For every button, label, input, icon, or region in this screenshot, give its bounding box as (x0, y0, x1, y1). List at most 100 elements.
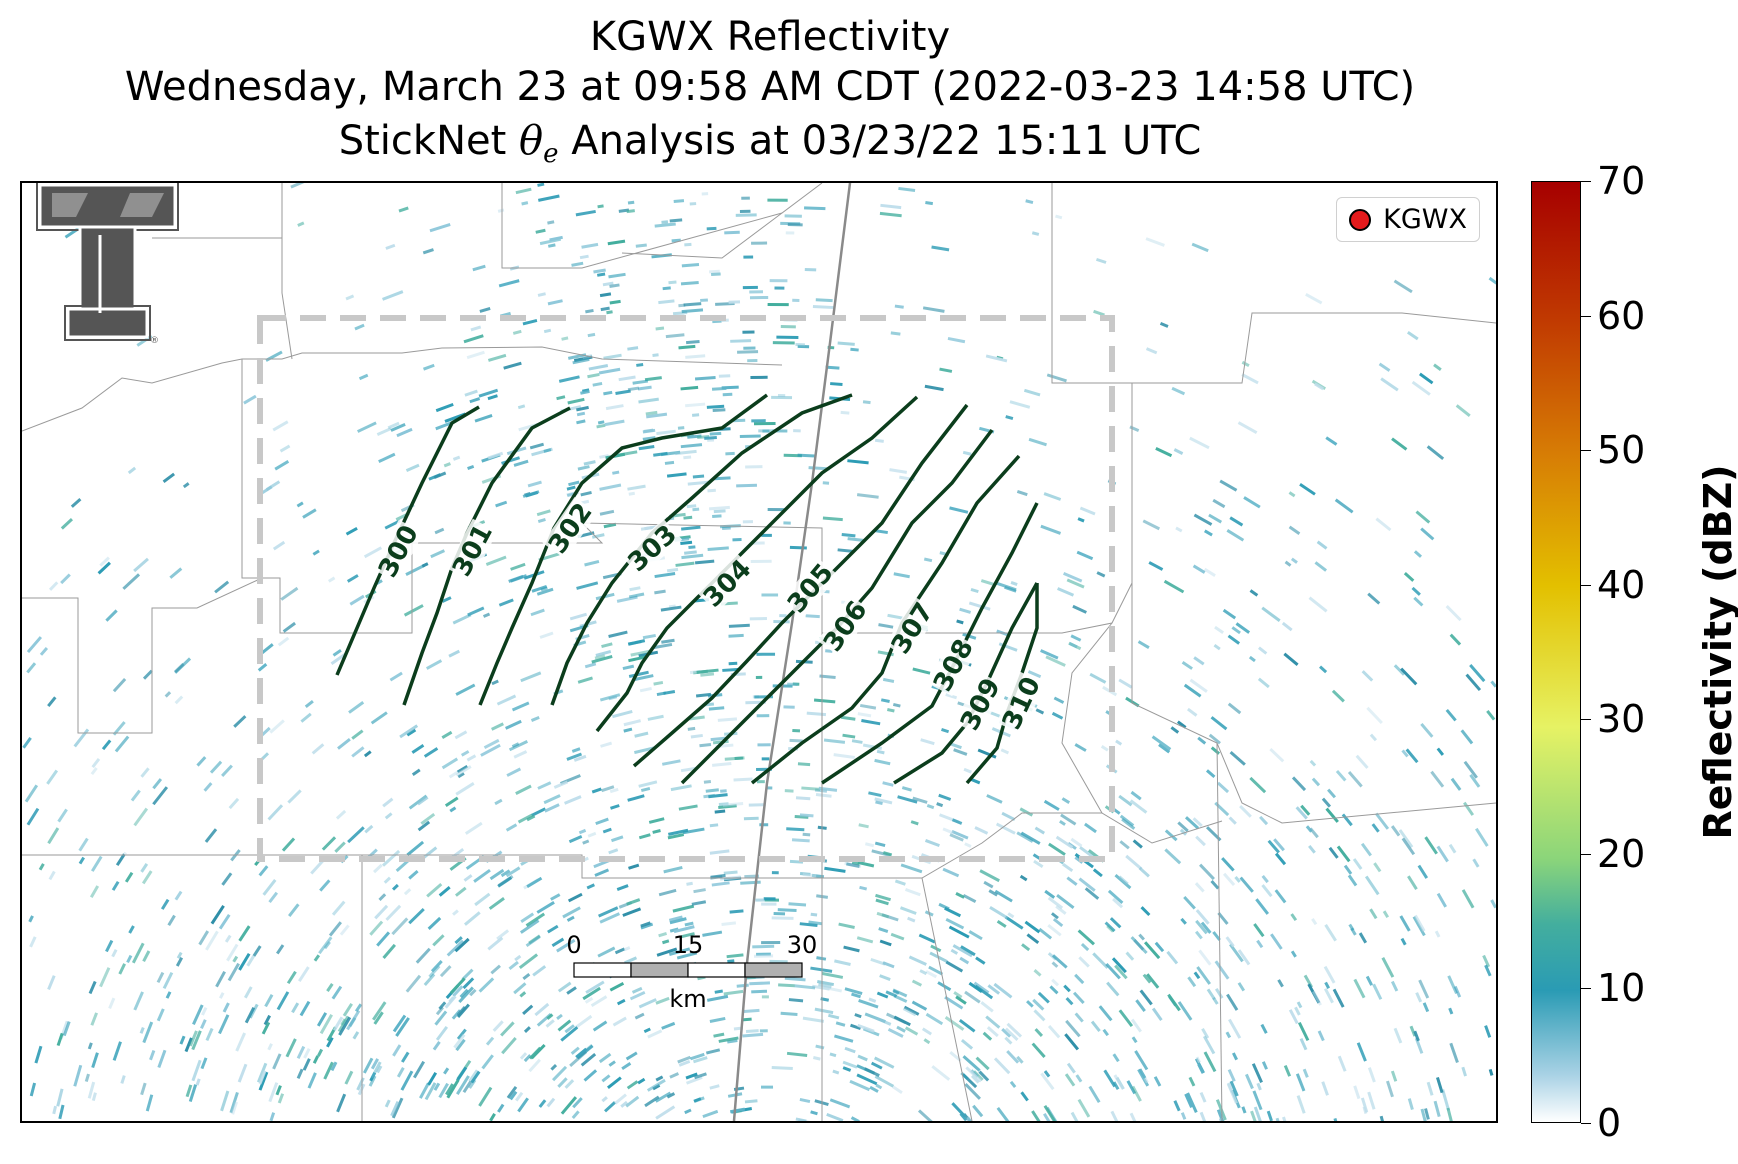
echo-pixel (488, 897, 505, 910)
echo-pixel (1119, 814, 1135, 827)
echo-pixel (882, 961, 895, 969)
echo-pixel (720, 789, 727, 793)
echo-pixel (226, 943, 239, 962)
echo-pixel (48, 870, 56, 881)
echo-pixel (751, 241, 768, 245)
echo-pixel (286, 970, 297, 985)
echo-pixel (623, 719, 641, 727)
echo-pixel (708, 505, 730, 511)
echo-pixel (681, 308, 704, 314)
echo-pixel (1463, 760, 1478, 779)
echo-pixel (1089, 672, 1107, 684)
echo-pixel (593, 268, 606, 274)
echo-pixel (487, 353, 507, 362)
echo-pixel (944, 995, 964, 1010)
echo-pixel (712, 514, 722, 518)
echo-pixel (351, 746, 365, 758)
echo-pixel (672, 904, 695, 913)
echo-pixel (1255, 898, 1270, 915)
contour-label-bg (817, 595, 873, 657)
echo-pixel (432, 934, 445, 947)
echo-pixel (474, 414, 493, 423)
echo-pixel (1118, 678, 1133, 689)
echo-pixel (787, 682, 798, 686)
echo-pixel (699, 742, 712, 748)
echo-pixel (688, 545, 696, 550)
echo-pixel (489, 868, 505, 881)
echo-pixel (1114, 964, 1128, 980)
colorbar-tick (1581, 585, 1591, 586)
echo-pixel (606, 310, 613, 315)
echo-pixel (272, 420, 289, 432)
echo-pixel (588, 364, 609, 371)
echo-pixel (1164, 829, 1178, 842)
echo-pixel (152, 786, 169, 806)
echo-pixel (832, 1069, 840, 1075)
echo-pixel (925, 201, 934, 206)
echo-pixel (767, 508, 785, 512)
echo-pixel (298, 966, 310, 982)
echo-pixel (1430, 770, 1445, 788)
echo-pixel (280, 586, 299, 601)
echo-pixel (244, 1006, 256, 1024)
echo-pixel (856, 1073, 878, 1086)
echo-pixel (1256, 1082, 1262, 1091)
echo-pixel (276, 944, 285, 955)
echo-pixel (1019, 874, 1028, 882)
echo-pixel (1206, 826, 1222, 842)
echo-pixel (387, 421, 400, 430)
echo-pixel (1335, 770, 1347, 782)
echo-pixel (478, 388, 499, 398)
echo-pixel (510, 562, 526, 571)
echo-pixel (812, 304, 835, 310)
colorbar-tick (1581, 719, 1591, 720)
echo-pixel (587, 372, 600, 379)
echo-pixel (518, 953, 539, 970)
echo-pixel (955, 995, 967, 1005)
echo-pixel (1291, 776, 1307, 792)
echo-pixel (564, 1079, 575, 1089)
echo-pixel (628, 491, 636, 496)
echo-pixel (1064, 1073, 1076, 1087)
scale-seg-3 (687, 962, 746, 978)
echo-pixel (312, 1055, 320, 1064)
echo-pixel (62, 1021, 71, 1037)
echo-pixel (898, 186, 916, 193)
echo-pixel (938, 793, 952, 801)
echo-pixel (281, 837, 296, 852)
echo-pixel (420, 812, 436, 825)
echo-pixel (722, 667, 739, 672)
echo-pixel (456, 1028, 467, 1040)
echo-pixel (1261, 884, 1273, 898)
echo-pixel (691, 900, 707, 906)
echo-pixel (435, 421, 452, 431)
echo-pixel (924, 384, 944, 392)
echo-pixel (736, 483, 758, 488)
echo-pixel (594, 868, 610, 877)
reflectivity-echoes (22, 183, 1496, 1121)
echo-pixel (844, 1046, 856, 1054)
echo-pixel (566, 752, 583, 761)
echo-pixel (751, 419, 766, 423)
echo-pixel (1004, 1036, 1013, 1045)
echo-pixel (979, 869, 1000, 883)
echo-pixel (572, 1097, 583, 1109)
radar-map[interactable]: 300 301 302 303 304 305 306 307 308 309 310 ® 0 15… (20, 181, 1498, 1123)
echo-pixel (683, 455, 692, 460)
echo-pixel (1070, 837, 1083, 848)
echo-pixel (382, 849, 401, 867)
echo-pixel (634, 731, 649, 738)
echo-pixel (1193, 971, 1201, 980)
echo-pixel (1107, 889, 1124, 904)
echo-pixel (755, 675, 763, 679)
echo-pixel (661, 220, 669, 224)
echo-pixel (1138, 933, 1145, 941)
echo-pixel (176, 951, 183, 959)
echo-pixel (560, 1026, 579, 1042)
echo-pixel (145, 1094, 154, 1112)
echo-pixel (794, 984, 816, 990)
echo-pixel (91, 1052, 99, 1069)
echo-pixel (1047, 924, 1062, 937)
echo-pixel (544, 803, 560, 813)
